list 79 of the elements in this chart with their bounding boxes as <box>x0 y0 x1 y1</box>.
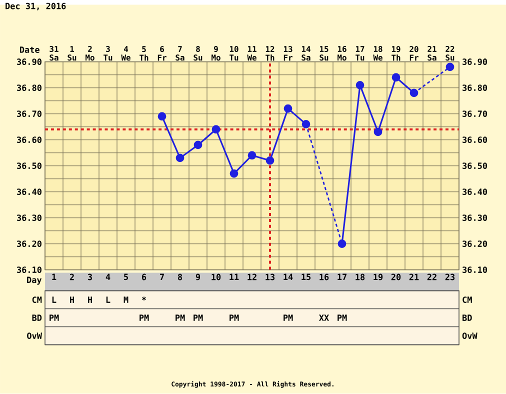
y2-tick-label: OvW <box>462 332 478 340</box>
text: PM <box>284 314 293 321</box>
x-tick-label: 8 <box>178 274 182 280</box>
point <box>356 81 364 90</box>
x-tick-label: 5 <box>124 274 128 280</box>
y-tick-label: 36.90 <box>17 58 42 66</box>
text: PM <box>338 314 347 321</box>
point <box>248 151 256 160</box>
y2-tick-label: 36.10 <box>462 266 488 274</box>
y2-tick-label: CM <box>462 296 472 304</box>
point <box>410 88 418 98</box>
x-tick-label: 13 <box>266 274 275 280</box>
x-tick-label: 18 <box>356 274 365 280</box>
text: M <box>124 296 128 303</box>
y-tick-label: 36.10 <box>17 266 42 274</box>
x-axis-title: Day <box>27 276 42 285</box>
y-tick-label: 36.40 <box>17 188 42 196</box>
x-tick-label: 20 <box>391 274 401 280</box>
text: PM <box>230 314 239 321</box>
point <box>284 104 292 113</box>
x-tick-label: 21 <box>409 274 419 280</box>
text: L <box>106 296 110 303</box>
text: PM <box>176 314 185 321</box>
text: PM <box>140 314 149 321</box>
x-tick-label: 7 <box>160 274 164 280</box>
x-tick-label: 12 <box>248 274 256 280</box>
text: L <box>52 296 56 303</box>
point <box>266 156 274 165</box>
point <box>392 73 400 82</box>
x-tick-label: 19 <box>374 274 383 280</box>
chart-title: Dec 31, 2016 <box>6 2 66 10</box>
text: PM <box>50 314 59 321</box>
x-tick-label: 4 <box>106 274 110 280</box>
x-tick-label: 10 <box>212 274 221 280</box>
x-tick-label: 16 <box>320 274 329 280</box>
x-tick-label: 23 <box>445 274 455 280</box>
point <box>374 128 382 136</box>
y-tick-label: 36.80 <box>17 84 42 92</box>
y2-tick-label: 36.80 <box>462 84 488 92</box>
y-tick-label: BD <box>32 314 42 321</box>
x-tick-label: 2 <box>70 274 74 280</box>
x-tick-label: 17 <box>338 274 346 280</box>
y2-tick-label: 36.40 <box>462 188 488 196</box>
y-tick-label: CM <box>32 296 42 304</box>
x-tick-label: 9 <box>196 274 200 280</box>
y2-tick-label: 36.70 <box>462 110 488 118</box>
y2-tick-label: 36.60 <box>462 136 488 144</box>
text: XX <box>319 314 329 321</box>
text: H <box>88 296 92 303</box>
x-tick-label: 11 <box>230 274 239 280</box>
point <box>302 120 310 128</box>
x-tick-label: 1 <box>52 274 56 280</box>
x2-axis-title: Date <box>20 46 40 54</box>
y-tick-label: OvW <box>27 332 42 340</box>
y-tick-label: 36.70 <box>17 110 42 118</box>
y-tick-label: 36.30 <box>17 214 42 222</box>
y2-tick-label: 36.50 <box>462 162 488 170</box>
point <box>446 62 454 72</box>
x-tick-label: 15 <box>302 274 311 280</box>
point <box>194 140 202 150</box>
y-tick-label: 36.60 <box>17 136 42 144</box>
text: H <box>70 296 74 303</box>
point <box>158 112 166 121</box>
x-tick-label: 6 <box>142 274 146 280</box>
x-tick-label: 3 <box>88 274 92 280</box>
y2-tick-label: 36.20 <box>462 240 488 248</box>
text: * <box>142 296 146 301</box>
x-tick-label: 14 <box>284 274 293 280</box>
y2-tick-label: 36.30 <box>462 214 488 222</box>
y2-tick-label: 36.90 <box>462 58 488 66</box>
point <box>212 125 220 134</box>
y-tick-label: 36.50 <box>17 162 42 170</box>
text: PM <box>194 314 203 321</box>
y2-tick-label: BD <box>462 314 472 321</box>
x-tick-label: 22 <box>427 274 436 280</box>
point <box>338 240 346 248</box>
point <box>230 169 238 178</box>
y-tick-label: 36.20 <box>17 240 42 248</box>
point <box>176 154 184 162</box>
